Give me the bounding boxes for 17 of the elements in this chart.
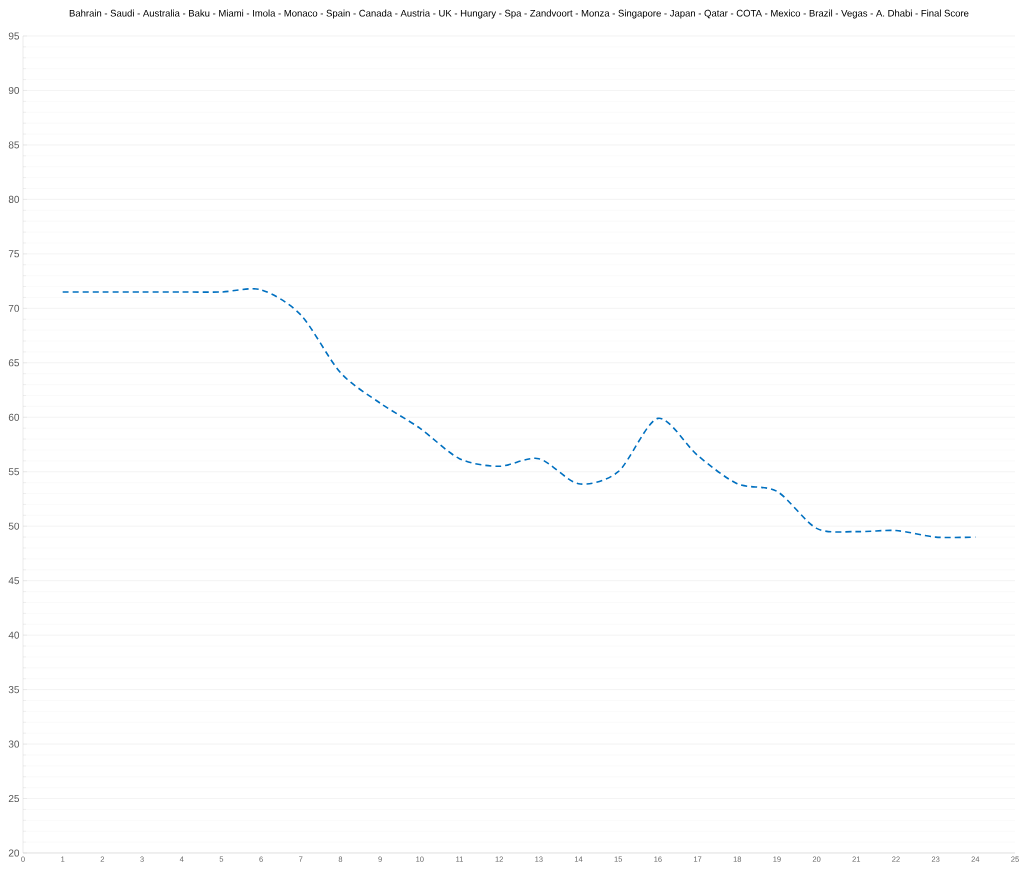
y-tick-label: 20	[8, 849, 20, 857]
y-tick-label: 75	[8, 250, 20, 258]
y-tick-label: 25	[8, 795, 20, 803]
y-tick-label: 85	[8, 141, 20, 149]
y-tick-label: 65	[8, 359, 20, 367]
y-tick-label: 30	[8, 740, 20, 748]
y-tick-label: 70	[8, 304, 20, 312]
y-tick-label: 90	[8, 86, 20, 94]
y-tick-label: 60	[8, 413, 20, 421]
y-tick-label: 40	[8, 631, 20, 639]
y-tick-label: 50	[8, 522, 20, 530]
y-tick-label: 80	[8, 195, 20, 203]
y-tick-label: 45	[8, 577, 20, 585]
y-tick-label: 35	[8, 686, 20, 694]
y-tick-label: 55	[8, 468, 20, 476]
chart-title: Bahrain - Saudi - Australia - Baku - Miami - Imola - Monaco - Spain - Canada - Austria - UK - Hungary - Spa - Zandvoort - Monza - Singapore - Japan - Qatar - COTA - Mexico - Brazil - Vegas - A. Dhabi - Final Score	[69, 9, 969, 19]
y-tick-label: 95	[8, 32, 20, 40]
